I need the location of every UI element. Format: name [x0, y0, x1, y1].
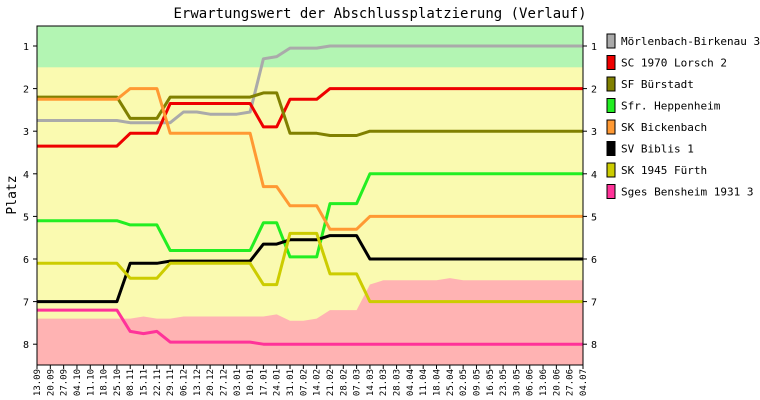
- x-tick-label: 17.01: [259, 369, 269, 396]
- x-tick-label: 27.09: [60, 369, 70, 396]
- legend-label: SF Bürstadt: [621, 78, 694, 91]
- y-tick-label-left: 5: [23, 212, 29, 223]
- chart-title: Erwartungswert der Abschlussplatzierung …: [173, 6, 586, 22]
- legend-label: Sges Bensheim 1931 3: [621, 186, 753, 199]
- x-tick-label: 28.02: [339, 369, 349, 396]
- series-line-3: [37, 91, 583, 137]
- series-line-2: [37, 87, 583, 148]
- y-axis-label: Platz: [5, 175, 20, 214]
- legend-swatch: [606, 162, 616, 178]
- y-tick-label-left: 2: [23, 85, 29, 96]
- x-tick-label: 08.11: [126, 369, 136, 396]
- x-tick-label: 16.05: [486, 369, 496, 396]
- x-tick-label: 06.12: [179, 369, 189, 396]
- x-tick-label: 07.02: [299, 369, 309, 396]
- x-tick-label: 14.02: [313, 369, 323, 396]
- x-tick-label: 25.04: [446, 369, 456, 396]
- y-tick-label-left: 7: [23, 298, 29, 309]
- x-tick-label: 14.03: [366, 369, 376, 396]
- x-tick-label: 04.04: [406, 369, 416, 396]
- x-tick-label: 25.10: [113, 369, 123, 396]
- x-tick-label: 23.05: [499, 369, 509, 396]
- legend-swatch: [606, 119, 616, 135]
- y-tick-label-left: 3: [23, 127, 29, 138]
- x-tick-label: 30.05: [512, 369, 522, 396]
- y-tick-label-right: 7: [591, 298, 597, 309]
- series-line-4: [37, 172, 583, 259]
- x-tick-label: 24.01: [273, 369, 283, 396]
- y-tick-label-left: 6: [23, 255, 29, 266]
- legend: Mörlenbach-Birkenau 3 SC 1970 Lorsch 2 SF …: [606, 33, 760, 199]
- x-tick-label: 18.10: [100, 369, 110, 396]
- y-tick-label-right: 5: [591, 212, 597, 223]
- x-tick-label: 21.02: [326, 369, 336, 396]
- x-tick-label: 04.10: [73, 369, 83, 396]
- series-line-5: [37, 87, 583, 231]
- x-tick-label: 18.04: [433, 369, 443, 396]
- y-tick-label-right: 1: [591, 42, 597, 53]
- x-axis-ticks: 13.09 20.09 27.09 04.10 11.10 18.10 25.10 08.11…: [33, 365, 589, 396]
- y-tick-label-right: 6: [591, 255, 597, 266]
- x-tick-label: 21.03: [379, 369, 389, 396]
- x-tick-label: 06.06: [526, 369, 536, 396]
- x-tick-label: 28.03: [393, 369, 403, 396]
- x-tick-label: 20.12: [206, 369, 216, 396]
- x-tick-label: 03.01: [233, 369, 243, 396]
- y-tick-label-right: 4: [591, 170, 597, 181]
- y-tick-label-right: 2: [591, 85, 597, 96]
- x-tick-label: 15.11: [140, 369, 150, 396]
- plot-frame: [36, 25, 584, 366]
- legend-label: Sfr. Heppenheim: [621, 100, 721, 113]
- x-tick-label: 22.11: [153, 369, 163, 396]
- x-tick-label: 13.09: [33, 369, 43, 396]
- legend-label: SK 1945 Fürth: [621, 164, 707, 177]
- series-line-8: [37, 308, 583, 346]
- series-line-6: [37, 234, 583, 304]
- legend-swatch: [606, 55, 616, 70]
- legend-label: SV Biblis 1: [621, 143, 694, 156]
- legend-swatch: [606, 184, 616, 199]
- legend-swatch: [606, 76, 616, 92]
- legend-label: SK Bickenbach: [621, 121, 707, 134]
- legend-swatch: [606, 141, 616, 156]
- y-tick-label-left: 4: [23, 170, 29, 181]
- y-axis-ticks: 1 1 2 2 3 3 4 4 5 5 6 6 7 7 8 8: [23, 42, 597, 351]
- series-lines: [37, 44, 583, 346]
- y-tick-label-left: 1: [23, 42, 29, 53]
- x-tick-label: 20.06: [552, 369, 562, 396]
- x-tick-label: 11.04: [419, 369, 429, 396]
- x-tick-label: 02.05: [459, 369, 469, 396]
- legend-label: Mörlenbach-Birkenau 3: [621, 35, 760, 48]
- y-tick-label-right: 8: [591, 340, 597, 351]
- x-tick-label: 04.07: [579, 369, 589, 396]
- series-line-7: [37, 231, 583, 304]
- legend-swatch: [606, 98, 616, 113]
- legend-label: SC 1970 Lorsch 2: [621, 57, 727, 70]
- x-tick-label: 27.06: [566, 369, 576, 396]
- x-tick-label: 20.09: [46, 369, 56, 396]
- series-line-1: [37, 44, 583, 125]
- x-tick-label: 09.05: [472, 369, 482, 396]
- x-tick-label: 29.11: [166, 369, 176, 396]
- x-tick-label: 31.01: [286, 369, 296, 396]
- x-tick-label: 07.03: [353, 369, 363, 396]
- x-tick-label: 11.10: [86, 369, 96, 396]
- legend-swatch: [606, 33, 616, 49]
- x-tick-label: 13.06: [539, 369, 549, 396]
- y-tick-label-left: 8: [23, 340, 29, 351]
- x-tick-label: 10.01: [246, 369, 256, 396]
- y-tick-label-right: 3: [591, 127, 597, 138]
- x-tick-label: 27.12: [219, 369, 229, 396]
- x-tick-label: 13.12: [193, 369, 203, 396]
